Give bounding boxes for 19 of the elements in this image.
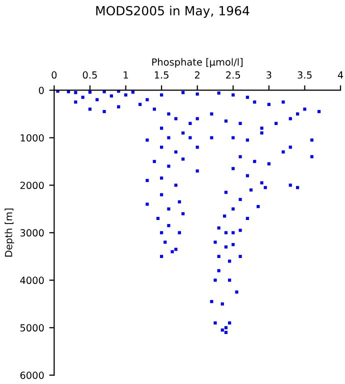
x-tick-label: 3 bbox=[266, 71, 272, 79]
y-tick-label: 1000 bbox=[20, 134, 44, 142]
y-tick-label: 6000 bbox=[20, 372, 44, 379]
y-tick-label: 4000 bbox=[20, 276, 44, 284]
x-tick-label: 2.5 bbox=[226, 71, 240, 79]
y-tick-label: 5000 bbox=[20, 324, 44, 332]
x-tick-label: 2 bbox=[194, 71, 200, 78]
x-axis-title: Phosphate [µmol/l] bbox=[152, 58, 243, 68]
y-axis-title: Depth [m] bbox=[4, 208, 14, 257]
x-tick-label: 0.5 bbox=[82, 71, 97, 79]
x-tick-label: 4 bbox=[338, 71, 344, 78]
chart-title: MODS2005 in May, 1964 bbox=[96, 6, 250, 18]
y-tick-label: 2000 bbox=[20, 182, 44, 190]
y-tick-label: 0 bbox=[38, 86, 44, 94]
x-tick-label: 1.5 bbox=[154, 71, 168, 79]
x-tick-label: 0 bbox=[52, 71, 57, 79]
x-tick-label: 1 bbox=[124, 71, 128, 78]
x-tick-label: 3.5 bbox=[298, 71, 312, 79]
y-tick-label: 3000 bbox=[20, 229, 44, 237]
